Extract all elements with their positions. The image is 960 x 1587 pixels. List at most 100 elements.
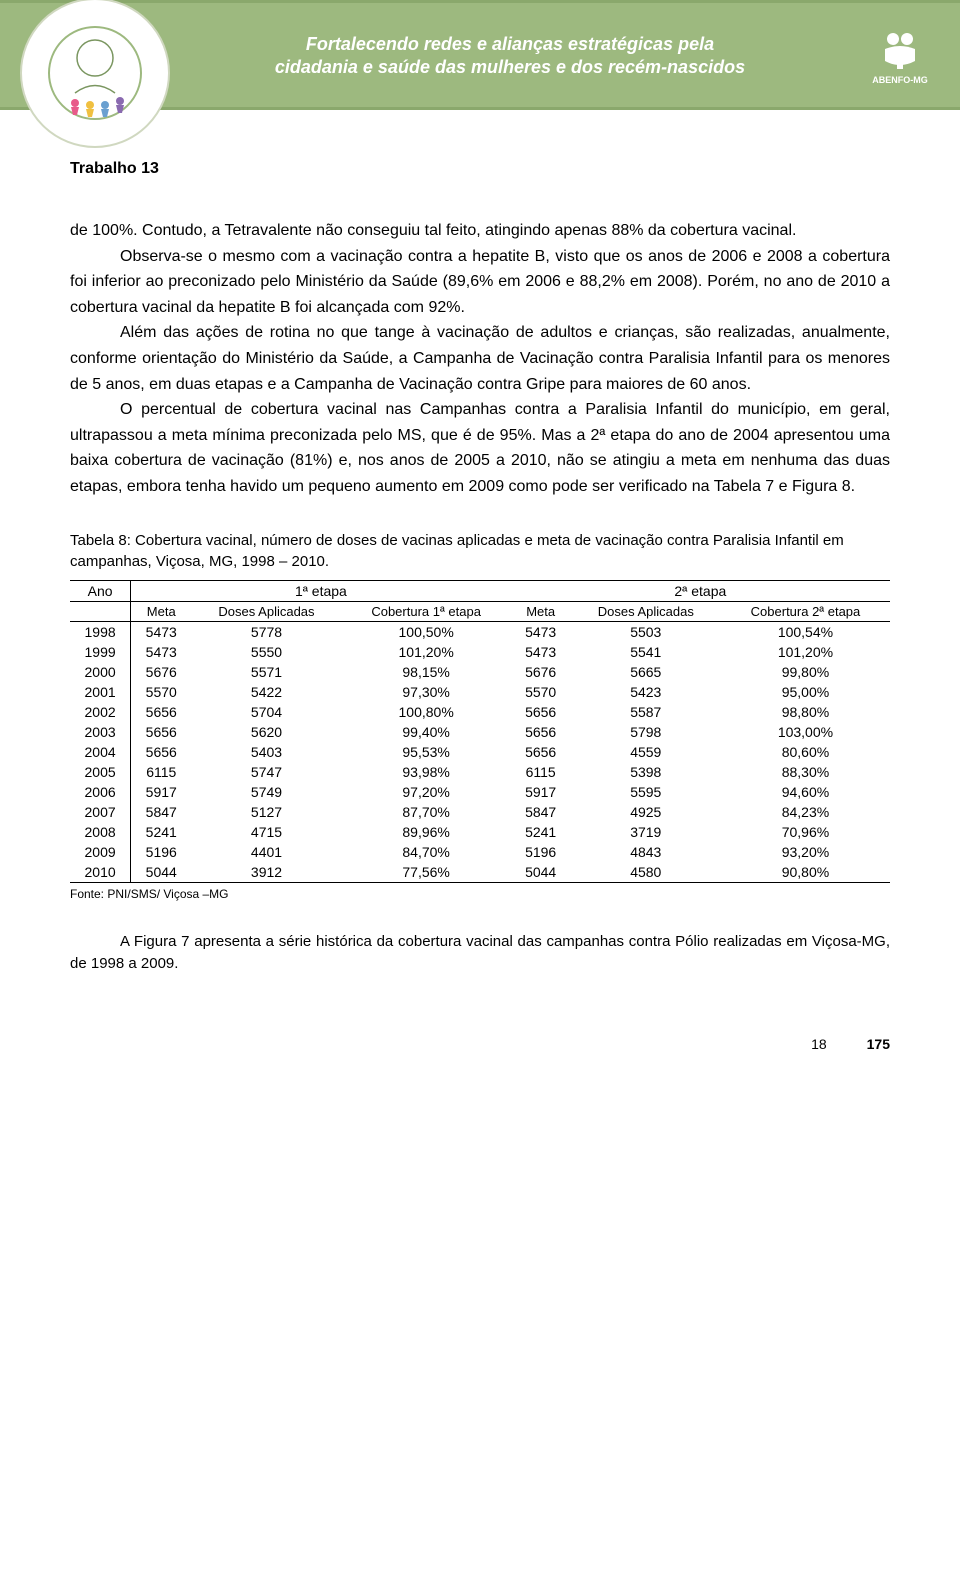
- th-doses2: Doses Aplicadas: [571, 601, 721, 621]
- table-row: 20085241471589,96%5241371970,96%: [70, 822, 890, 842]
- table-cell-doses2: 5798: [571, 722, 721, 742]
- page-number-small: 18: [811, 1036, 827, 1052]
- table-cell-meta2: 5676: [511, 662, 571, 682]
- table-cell-doses1: 5403: [191, 742, 341, 762]
- table-cell-doses2: 4559: [571, 742, 721, 762]
- table-cell-cob2: 80,60%: [721, 742, 890, 762]
- table-cell-cob1: 98,15%: [342, 662, 511, 682]
- table-cell-meta2: 6115: [511, 762, 571, 782]
- table-row: 20095196440184,70%5196484393,20%: [70, 842, 890, 862]
- table-cell-doses2: 4925: [571, 802, 721, 822]
- table-row: 199954735550101,20%54735541101,20%: [70, 642, 890, 662]
- table-row: 199854735778100,50%54735503100,54%: [70, 621, 890, 642]
- table-cell-meta2: 5473: [511, 621, 571, 642]
- th-cob1: Cobertura 1ª etapa: [342, 601, 511, 621]
- table-cell-cob2: 98,80%: [721, 702, 890, 722]
- table-cell-cob2: 88,30%: [721, 762, 890, 782]
- table-cell-cob2: 70,96%: [721, 822, 890, 842]
- table-cell-cob1: 95,53%: [342, 742, 511, 762]
- table-header-row-1: Ano 1ª etapa 2ª etapa: [70, 580, 890, 601]
- th-etapa2: 2ª etapa: [511, 580, 890, 601]
- table-cell-meta1: 5847: [131, 802, 192, 822]
- table-cell-meta2: 5196: [511, 842, 571, 862]
- table-cell-meta2: 5847: [511, 802, 571, 822]
- table-cell-meta1: 5241: [131, 822, 192, 842]
- table-cell-ano: 1999: [70, 642, 131, 662]
- table-cell-doses1: 3912: [191, 862, 341, 883]
- table-row: 20035656562099,40%56565798103,00%: [70, 722, 890, 742]
- table-cell-doses2: 4843: [571, 842, 721, 862]
- table-cell-cob2: 94,60%: [721, 782, 890, 802]
- table-cell-cob2: 101,20%: [721, 642, 890, 662]
- table-cell-doses1: 4401: [191, 842, 341, 862]
- table-cell-cob1: 89,96%: [342, 822, 511, 842]
- table-cell-meta1: 5656: [131, 722, 192, 742]
- table-cell-doses2: 3719: [571, 822, 721, 842]
- abenfo-logo: ABENFO-MG: [865, 23, 935, 93]
- table-cell-ano: 2003: [70, 722, 131, 742]
- table-header-row-2: Meta Doses Aplicadas Cobertura 1ª etapa …: [70, 601, 890, 621]
- table-cell-cob1: 93,98%: [342, 762, 511, 782]
- table-cell-meta1: 5473: [131, 621, 192, 642]
- paragraph-1: de 100%. Contudo, a Tetravalente não con…: [70, 218, 890, 244]
- table-cell-cob2: 103,00%: [721, 722, 890, 742]
- table-cell-doses1: 5704: [191, 702, 341, 722]
- table-source: Fonte: PNI/SMS/ Viçosa –MG: [70, 887, 890, 901]
- page-numbers: 18 175: [0, 1016, 960, 1072]
- congress-logo: [20, 0, 170, 148]
- th-etapa1: 1ª etapa: [131, 580, 511, 601]
- header-title: Fortalecendo redes e alianças estratégic…: [200, 33, 820, 80]
- table-cell-ano: 2008: [70, 822, 131, 842]
- table-cell-cob1: 84,70%: [342, 842, 511, 862]
- table-cell-meta1: 5473: [131, 642, 192, 662]
- body-text: de 100%. Contudo, a Tetravalente não con…: [70, 218, 890, 500]
- table-row: 20045656540395,53%5656455980,60%: [70, 742, 890, 762]
- table-cell-doses1: 5127: [191, 802, 341, 822]
- table-cell-cob2: 90,80%: [721, 862, 890, 883]
- table-cell-meta2: 5473: [511, 642, 571, 662]
- table-cell-doses2: 5541: [571, 642, 721, 662]
- table-cell-cob1: 101,20%: [342, 642, 511, 662]
- table-cell-ano: 2000: [70, 662, 131, 682]
- table-cell-meta1: 5676: [131, 662, 192, 682]
- table-row: 20056115574793,98%6115539888,30%: [70, 762, 890, 782]
- header-title-line2: cidadania e saúde das mulheres e dos rec…: [275, 57, 745, 77]
- table-cell-cob2: 84,23%: [721, 802, 890, 822]
- table-cell-cob1: 87,70%: [342, 802, 511, 822]
- table-cell-meta2: 5044: [511, 862, 571, 883]
- table-cell-ano: 1998: [70, 621, 131, 642]
- table-cell-doses1: 5778: [191, 621, 341, 642]
- table-cell-doses1: 5749: [191, 782, 341, 802]
- th-meta2: Meta: [511, 601, 571, 621]
- table-cell-doses1: 4715: [191, 822, 341, 842]
- table-cell-meta1: 5570: [131, 682, 192, 702]
- table-cell-cob1: 99,40%: [342, 722, 511, 742]
- table-cell-cob1: 100,80%: [342, 702, 511, 722]
- table-cell-meta2: 5241: [511, 822, 571, 842]
- table-cell-doses2: 5398: [571, 762, 721, 782]
- abenfo-logo-icon: [875, 31, 925, 71]
- table-cell-meta2: 5656: [511, 702, 571, 722]
- table-row: 20005676557198,15%5676566599,80%: [70, 662, 890, 682]
- table-cell-doses2: 5665: [571, 662, 721, 682]
- table-cell-ano: 2002: [70, 702, 131, 722]
- table-cell-cob2: 95,00%: [721, 682, 890, 702]
- table-cell-ano: 2004: [70, 742, 131, 762]
- table-row: 20105044391277,56%5044458090,80%: [70, 862, 890, 883]
- document-content: Trabalho 13 de 100%. Contudo, a Tetraval…: [0, 160, 960, 1016]
- table-cell-ano: 2005: [70, 762, 131, 782]
- table-cell-ano: 2007: [70, 802, 131, 822]
- footer-paragraph: A Figura 7 apresenta a série histórica d…: [70, 931, 890, 976]
- table-cell-doses2: 5423: [571, 682, 721, 702]
- table-cell-meta1: 5196: [131, 842, 192, 862]
- table-cell-meta2: 5656: [511, 742, 571, 762]
- table-cell-meta1: 5656: [131, 702, 192, 722]
- table-cell-meta2: 5570: [511, 682, 571, 702]
- table-cell-meta1: 5656: [131, 742, 192, 762]
- table-cell-doses1: 5620: [191, 722, 341, 742]
- table-cell-doses1: 5571: [191, 662, 341, 682]
- table-body: 199854735778100,50%54735503100,54%199954…: [70, 621, 890, 882]
- table-cell-doses2: 4580: [571, 862, 721, 883]
- paragraph-4: O percentual de cobertura vacinal nas Ca…: [70, 397, 890, 499]
- table-cell-ano: 2010: [70, 862, 131, 883]
